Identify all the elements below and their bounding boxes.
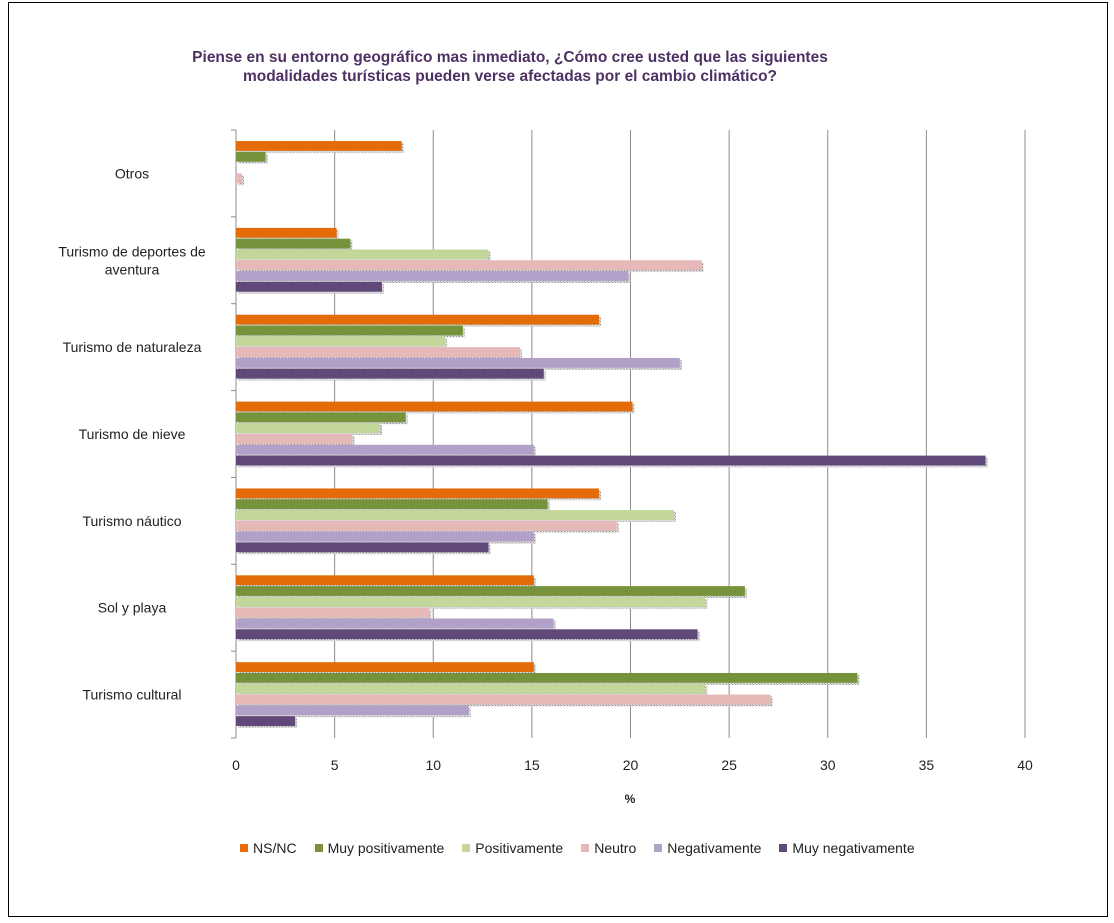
bar-negativamente-3 bbox=[236, 444, 534, 455]
bar-neutro-2 bbox=[236, 347, 521, 357]
bar-ns-nc-4 bbox=[236, 488, 599, 499]
bar-muy-negativamente-3 bbox=[236, 455, 986, 466]
bar-neutro-6 bbox=[236, 694, 771, 705]
bar-positivamente-3 bbox=[236, 423, 380, 433]
bar-negativamente-2 bbox=[236, 357, 680, 368]
legend-swatch bbox=[581, 844, 590, 852]
legend-swatch bbox=[654, 844, 663, 852]
bar-positivamente-4 bbox=[236, 510, 674, 520]
category-label: Turismo náutico bbox=[82, 513, 181, 529]
bar-muy-positivamente-2 bbox=[236, 325, 463, 336]
bar-positivamente-6 bbox=[236, 683, 706, 694]
bar-neutro-4 bbox=[236, 520, 617, 531]
x-tick-label-25: 25 bbox=[721, 757, 737, 773]
bar-negativamente-1 bbox=[236, 271, 629, 281]
bar-muy-positivamente-6 bbox=[236, 672, 858, 683]
legend-item: Muy negativamente bbox=[779, 840, 915, 856]
category-label: aventura bbox=[105, 261, 160, 277]
legend-item: Neutro bbox=[581, 840, 636, 856]
bar-neutro-0 bbox=[236, 173, 242, 184]
legend-swatch bbox=[240, 844, 248, 852]
x-tick-label-5: 5 bbox=[331, 757, 339, 773]
category-label: Turismo de deportes de bbox=[58, 243, 206, 259]
bar-muy-positivamente-5 bbox=[236, 586, 745, 596]
chart-legend: NS/NC Muy positivamente Positivamente Neutr… bbox=[240, 840, 915, 856]
legend-item: Negativamente bbox=[654, 840, 761, 856]
legend-label: Positivamente bbox=[475, 840, 564, 856]
x-tick-label-20: 20 bbox=[623, 757, 639, 773]
bar-negativamente-4 bbox=[236, 531, 534, 542]
bar-positivamente-1 bbox=[236, 249, 489, 260]
bar-negativamente-6 bbox=[236, 705, 469, 716]
legend-swatch bbox=[462, 844, 471, 852]
bar-muy-negativamente-1 bbox=[236, 281, 382, 292]
legend-swatch bbox=[779, 844, 788, 852]
category-label: Turismo de naturaleza bbox=[63, 339, 202, 355]
x-tick-label-35: 35 bbox=[919, 757, 935, 773]
bar-neutro-5 bbox=[236, 607, 430, 618]
legend-label: Muy positivamente bbox=[327, 840, 445, 856]
x-tick-label-10: 10 bbox=[425, 757, 441, 773]
category-label: Otros bbox=[115, 165, 149, 181]
bar-muy-positivamente-3 bbox=[236, 412, 406, 423]
legend-label: Muy negativamente bbox=[792, 840, 915, 856]
bar-ns-nc-3 bbox=[236, 401, 633, 412]
bar-negativamente-5 bbox=[236, 618, 554, 629]
bar-muy-negativamente-6 bbox=[236, 716, 296, 726]
chart-title-line-2: modalidades turísticas pueden verse afec… bbox=[242, 68, 778, 85]
bar-muy-positivamente-4 bbox=[236, 499, 548, 510]
bar-muy-positivamente-1 bbox=[236, 238, 351, 249]
x-axis-label: % bbox=[625, 792, 636, 806]
x-tick-label-15: 15 bbox=[524, 757, 540, 773]
bar-muy-positivamente-0 bbox=[236, 151, 266, 162]
x-tick-label-40: 40 bbox=[1017, 757, 1033, 773]
category-label: Sol y playa bbox=[98, 600, 167, 616]
bar-muy-negativamente-2 bbox=[236, 368, 544, 379]
bar-ns-nc-1 bbox=[236, 227, 337, 238]
legend-item: Positivamente bbox=[462, 840, 563, 856]
legend-item: Muy positivamente bbox=[314, 840, 445, 856]
legend-item: NS/NC bbox=[240, 840, 297, 856]
bar-ns-nc-5 bbox=[236, 575, 534, 586]
bar-neutro-3 bbox=[236, 434, 353, 444]
legend-label: Negativamente bbox=[667, 840, 762, 856]
bar-muy-negativamente-4 bbox=[236, 542, 489, 553]
category-label: Turismo cultural bbox=[82, 687, 181, 703]
bar-ns-nc-2 bbox=[236, 314, 599, 325]
bar-positivamente-5 bbox=[236, 596, 706, 607]
chart-title: Piense en su entorno geográfico mas inme… bbox=[0, 48, 1020, 86]
category-label: Turismo de nieve bbox=[79, 426, 186, 442]
legend-swatch bbox=[314, 844, 323, 852]
bar-muy-negativamente-5 bbox=[236, 629, 698, 640]
bar-positivamente-2 bbox=[236, 336, 446, 347]
x-tick-label-0: 0 bbox=[232, 757, 240, 773]
bar-neutro-1 bbox=[236, 260, 702, 271]
chart-title-line-1: Piense en su entorno geográfico mas inme… bbox=[192, 49, 828, 66]
bar-ns-nc-6 bbox=[236, 662, 534, 672]
x-tick-label-30: 30 bbox=[820, 757, 836, 773]
legend-label: NS/NC bbox=[253, 840, 297, 856]
legend-label: Neutro bbox=[594, 840, 637, 856]
bar-ns-nc-0 bbox=[236, 141, 402, 151]
